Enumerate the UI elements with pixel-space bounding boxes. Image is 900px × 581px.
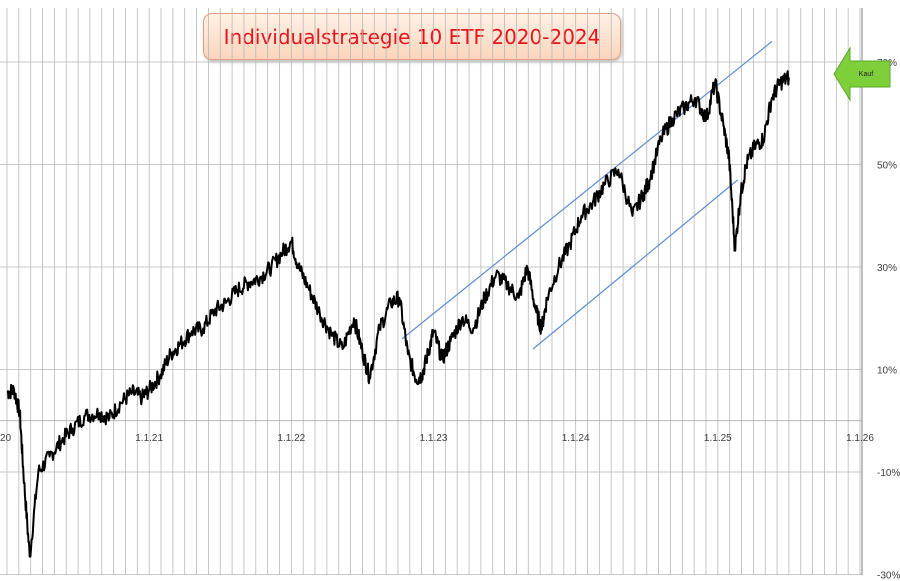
x-tick-label: 1.1.22 xyxy=(277,433,305,444)
left-arrow-icon xyxy=(833,46,891,102)
y-tick-label: 10% xyxy=(877,366,897,377)
y-tick-label: 30% xyxy=(877,263,897,274)
y-tick-label: 50% xyxy=(877,161,897,172)
series-line xyxy=(6,70,790,558)
trend-channel-line xyxy=(401,41,773,340)
chart-title: Individualstrategie 10 ETF 2020-2024 xyxy=(223,24,601,49)
chart-title-box: Individualstrategie 10 ETF 2020-2024 xyxy=(203,13,621,60)
y-tick-label: -10% xyxy=(877,468,900,479)
x-tick-label: 20 xyxy=(0,433,12,444)
kauf-label: Kauf xyxy=(859,71,873,78)
x-tick-label: 1.1.24 xyxy=(562,433,590,444)
x-tick-label: 1.1.25 xyxy=(704,433,732,444)
trend-channel-line xyxy=(532,179,739,350)
x-tick-label: 1.1.26 xyxy=(846,433,874,444)
y-tick-label: -30% xyxy=(877,571,900,581)
x-tick-label: 1.1.21 xyxy=(135,433,163,444)
x-tick-label: 1.1.23 xyxy=(420,433,448,444)
